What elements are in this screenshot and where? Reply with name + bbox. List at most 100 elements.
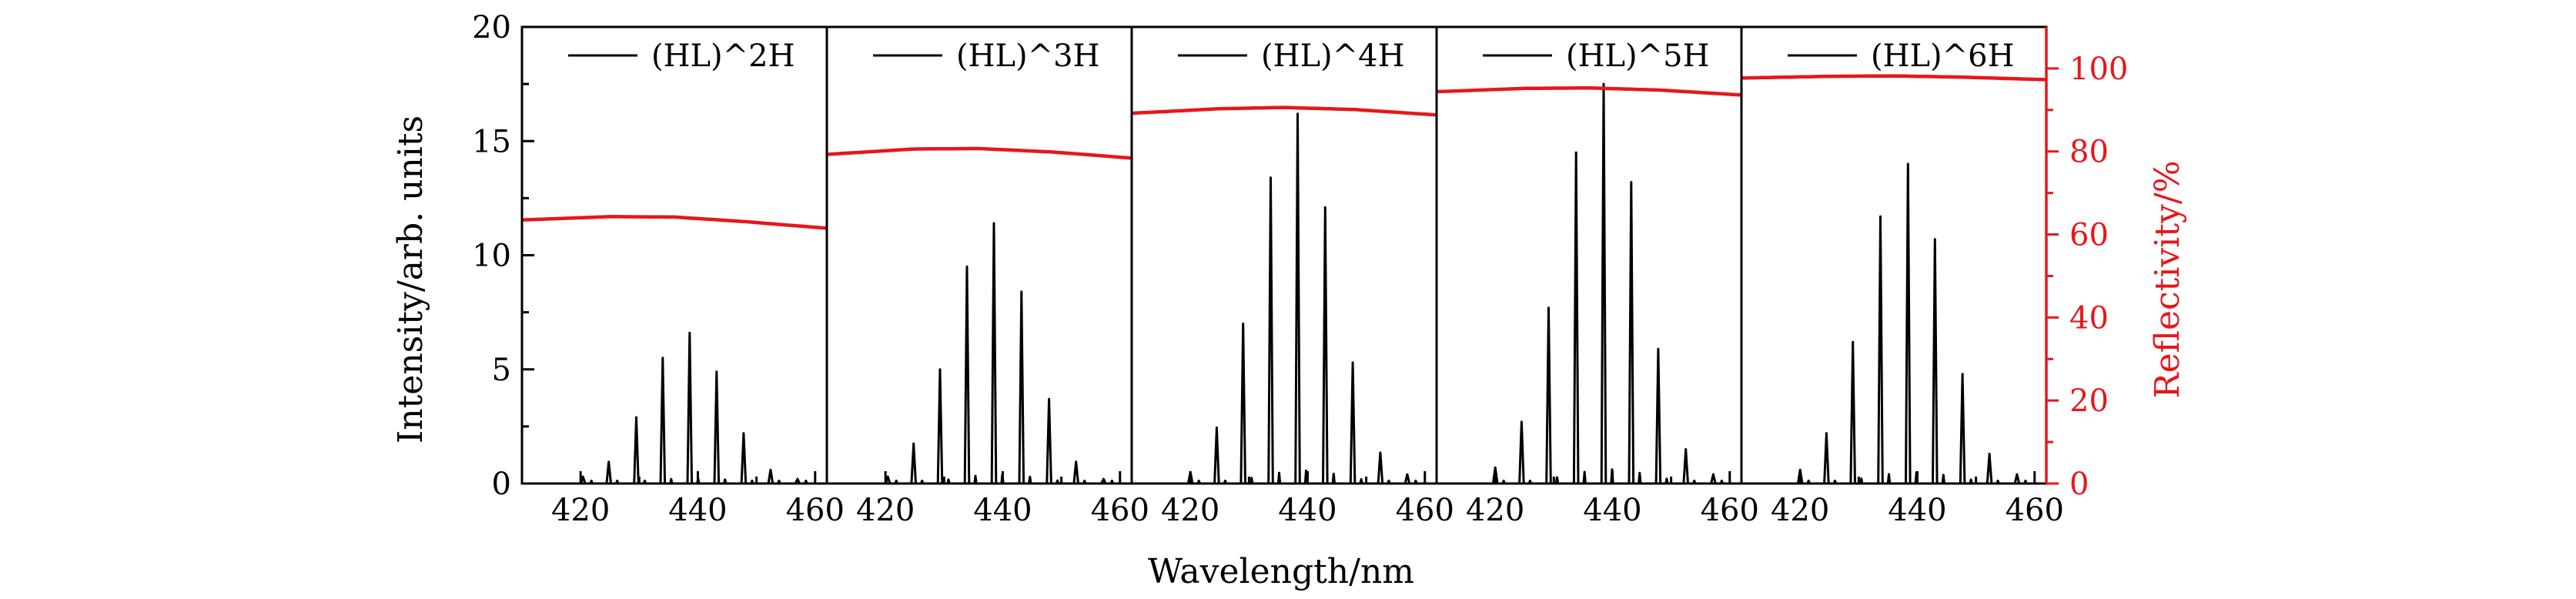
reflectivity-line-2 (827, 146, 1132, 160)
right-y-tick-label: 80 (2069, 135, 2109, 170)
legend-label: (HL)^4H (1261, 38, 1405, 74)
peak-point-4-4 (1575, 151, 1577, 154)
right-y-tick-label: 100 (2069, 52, 2128, 87)
panel-plot-area (827, 146, 1132, 484)
peak-point-3-7 (1351, 361, 1354, 364)
peak-point-4-2 (1521, 420, 1523, 423)
peak-point-3-3 (1242, 323, 1244, 325)
x-tick-label: 440 (973, 493, 1032, 528)
peak-point-5-8 (1988, 453, 1991, 455)
panel-frame-5 (1740, 25, 2048, 485)
x-tick-label: 440 (668, 493, 727, 528)
peak-point-2-1 (887, 475, 889, 478)
right-y-tick-label: 60 (2069, 218, 2109, 253)
peak-point-5-9 (2016, 473, 2019, 476)
x-tick-label: 420 (1771, 493, 1829, 528)
reflectivity-line-3 (1132, 105, 1437, 117)
x-tick-label: 420 (551, 493, 610, 528)
right-y-axis: 0 20 40 60 80 100 (2045, 27, 2128, 502)
x-tick-label: 460 (786, 493, 845, 528)
peak-point-5-4 (1879, 215, 1882, 218)
peak-point-4-6 (1630, 181, 1632, 183)
x-tick-label: 440 (1278, 493, 1337, 528)
peak-point-2-4 (965, 266, 969, 268)
reflectivity-line-4 (1437, 85, 1741, 97)
legend-label: (HL)^5H (1566, 38, 1710, 74)
peak-point-5-3 (1852, 341, 1854, 343)
legend-label: (HL)^6H (1871, 38, 2015, 74)
left-y-tick-label: 15 (472, 124, 511, 159)
left-y-axis: 0 5 10 15 20 (472, 10, 534, 502)
x-tick-label: 420 (1466, 493, 1524, 528)
peak-point-3-2 (1216, 427, 1218, 429)
x-tick-label: 460 (2006, 493, 2064, 528)
panel-frame-1 (520, 25, 828, 485)
peak-point-3-9 (1406, 473, 1409, 476)
peak-point-4-7 (1657, 347, 1660, 350)
panels-layer: 420 440 460 (HL)^2H 420 440 460 (HL)^3H 420 440 46… (520, 25, 2064, 528)
peak-point-1-2 (607, 460, 610, 463)
left-y-tick-label: 5 (492, 353, 511, 388)
peak-point-4-1 (1494, 467, 1497, 469)
peak-point-4-8 (1684, 448, 1687, 450)
spectrum-line-1 (522, 331, 827, 484)
reflectivity-line-1 (522, 215, 827, 230)
left-y-tick-label: 20 (472, 10, 511, 45)
x-tick-label: 440 (1888, 493, 1946, 528)
panel-plot-area (522, 215, 827, 484)
peak-point-5-7 (1961, 373, 1964, 375)
right-y-tick-label: 0 (2069, 467, 2089, 502)
peak-point-1-4 (661, 356, 664, 360)
peak-point-2-6 (1020, 290, 1023, 293)
peak-point-2-9 (1102, 477, 1105, 480)
spectrum-line-5 (1741, 162, 2046, 484)
peak-point-1-1 (582, 475, 584, 478)
peak-point-5-2 (1825, 432, 1828, 434)
peak-point-2-8 (1075, 460, 1077, 463)
peak-point-5-5 (1907, 162, 1909, 166)
panel-4: 420 440 460 (HL)^5H (1435, 25, 1759, 528)
peak-point-3-5 (1296, 112, 1299, 115)
x-tick-label: 460 (1091, 493, 1149, 528)
reflectivity-line-5 (1741, 74, 2046, 82)
x-tick-label: 420 (856, 493, 915, 528)
x-tick-label: 460 (1396, 493, 1454, 528)
legend-label: (HL)^3H (956, 38, 1100, 74)
spectrum-line-2 (827, 222, 1132, 484)
peak-point-3-4 (1270, 176, 1272, 179)
legend-label: (HL)^2H (651, 38, 795, 74)
peak-point-4-5 (1602, 82, 1605, 85)
x-tick-label: 460 (1701, 493, 1759, 528)
x-axis-title: Wavelength/nm (1148, 552, 1414, 591)
peak-point-1-9 (796, 477, 799, 480)
panel-plot-area (1437, 82, 1741, 484)
peak-point-1-6 (715, 370, 718, 373)
left-y-axis-title: Intensity/arb. units (391, 115, 430, 443)
panel-1: 420 440 460 (HL)^2H (520, 25, 845, 528)
x-tick-label: 420 (1161, 493, 1219, 528)
spectrum-line-4 (1437, 82, 1741, 484)
panel-plot-area (1741, 74, 2046, 484)
right-y-tick-label: 40 (2069, 300, 2109, 336)
panel-frame-4 (1435, 25, 1743, 485)
spectrum-line-3 (1132, 112, 1437, 484)
panel-frame-3 (1130, 25, 1438, 485)
left-y-tick-label: 0 (492, 467, 511, 502)
peak-point-2-7 (1048, 398, 1050, 400)
peak-point-1-7 (742, 432, 745, 434)
right-y-tick-label: 20 (2069, 383, 2109, 419)
right-y-axis-title: Reflectivity/% (2148, 160, 2187, 398)
peak-point-2-3 (938, 368, 942, 370)
panel-3: 420 440 460 (HL)^4H (1130, 25, 1454, 528)
peak-point-3-8 (1379, 451, 1382, 454)
left-y-tick-label: 10 (472, 239, 511, 274)
peak-point-5-6 (1934, 238, 1936, 240)
peak-point-1-5 (688, 332, 691, 334)
peak-point-3-6 (1324, 206, 1326, 209)
x-tick-label: 440 (1583, 493, 1641, 528)
peak-point-1-3 (635, 416, 637, 419)
panel-plot-area (1132, 105, 1437, 484)
peak-point-2-5 (992, 222, 995, 225)
peak-point-4-9 (1712, 473, 1715, 476)
